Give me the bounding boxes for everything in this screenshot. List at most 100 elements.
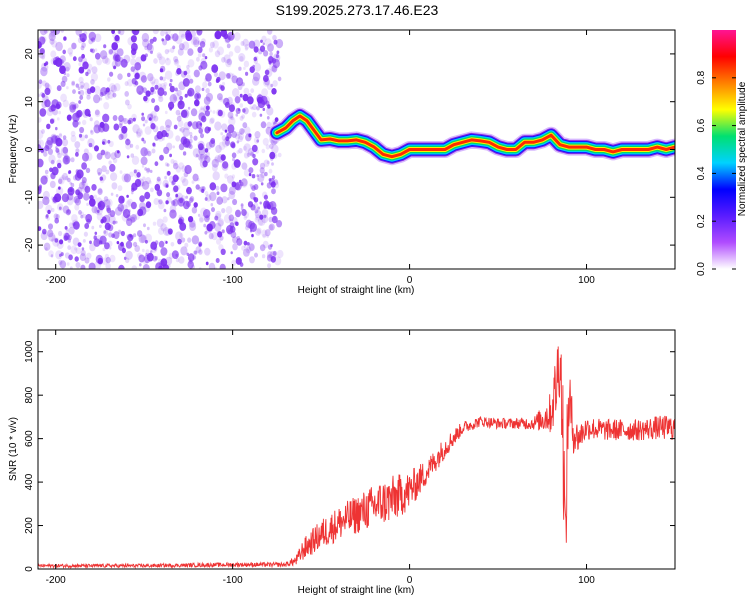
noise-blob [220, 132, 223, 136]
noise-blob [211, 207, 215, 213]
noise-blob [183, 171, 189, 178]
noise-blob [204, 110, 210, 117]
noise-blob [224, 139, 231, 146]
noise-blob [246, 242, 255, 252]
noise-blob [236, 236, 240, 241]
snr-x-ticks: -200 -100 0 100 [46, 330, 595, 586]
noise-blob [220, 85, 225, 92]
noise-blob [171, 181, 175, 186]
noise-blob [164, 119, 172, 128]
noise-blob [179, 233, 184, 238]
colorbar-gradient [712, 30, 736, 269]
noise-blob [261, 229, 268, 238]
x-tick-label: 100 [578, 275, 595, 286]
noise-blob [67, 177, 71, 183]
noise-blob [197, 154, 203, 161]
noise-blob [165, 124, 171, 132]
noise-blob [74, 141, 81, 149]
noise-blob [238, 147, 243, 154]
noise-blob [183, 70, 188, 76]
noise-blob [102, 55, 109, 64]
noise-blob [176, 176, 180, 180]
noise-blob [239, 103, 244, 108]
noise-blob [243, 168, 251, 177]
noise-blob [181, 195, 186, 201]
noise-blob [169, 204, 177, 213]
noise-blob [198, 112, 206, 121]
noise-blob [93, 85, 101, 95]
noise-blob [157, 53, 163, 61]
noise-blob [55, 137, 63, 147]
noise-blob [221, 123, 228, 132]
noise-blob [158, 96, 164, 103]
noise-blob [169, 209, 177, 219]
x-tick-label: -200 [46, 575, 66, 586]
noise-blob [90, 130, 94, 135]
noise-blob [239, 115, 244, 121]
noise-blob [86, 218, 91, 225]
noise-blob [271, 188, 276, 195]
noise-blob [79, 253, 87, 262]
noise-blob [213, 71, 218, 78]
noise-blob [78, 210, 82, 215]
noise-blob [248, 167, 254, 174]
noise-blob [268, 168, 273, 174]
noise-blob [258, 216, 266, 226]
noise-blob [233, 159, 241, 168]
noise-blob [94, 231, 98, 235]
noise-blob [265, 100, 270, 107]
noise-blob [79, 134, 86, 142]
noise-blob [104, 151, 111, 160]
noise-blob [68, 226, 75, 235]
noise-blob [130, 214, 137, 222]
noise-blob [275, 54, 279, 59]
noise-blob [192, 148, 201, 158]
snr-y-axis-label: SNR (10 * v/v) [8, 417, 19, 481]
y-tick-label: 1000 [24, 340, 35, 363]
noise-blob [239, 128, 245, 135]
noise-blob [99, 97, 103, 101]
noise-blob [268, 216, 273, 223]
noise-blob [270, 83, 274, 88]
noise-blob [179, 30, 186, 38]
noise-blob [125, 138, 131, 146]
noise-blob [234, 96, 241, 104]
noise-blob [242, 145, 247, 151]
noise-blob [233, 160, 237, 165]
noise-blob [76, 109, 83, 118]
noise-blob [250, 152, 254, 157]
noise-blob [80, 264, 86, 269]
spectrogram-x-ticks: -200 -100 0 100 [46, 30, 595, 286]
noise-blob [82, 214, 87, 219]
noise-blob [75, 148, 80, 154]
noise-blob [117, 185, 123, 192]
noise-blob [253, 56, 258, 62]
noise-blob [107, 139, 111, 144]
noise-blob [236, 77, 244, 86]
noise-blob [118, 264, 125, 269]
noise-blob [187, 106, 191, 110]
noise-blob [233, 32, 241, 41]
noise-blob [276, 220, 283, 228]
noise-blob [270, 256, 276, 263]
noise-blob [163, 146, 170, 155]
noise-blob [166, 170, 171, 176]
noise-blob [68, 254, 73, 261]
noise-blob [272, 80, 278, 87]
noise-blob [65, 196, 69, 201]
noise-blob [252, 104, 257, 111]
noise-blob [97, 257, 104, 265]
noise-blob [216, 230, 220, 235]
noise-blob [228, 116, 236, 127]
noise-blob [257, 173, 265, 183]
noise-blob [242, 93, 249, 102]
noise-blob [201, 186, 206, 192]
noise-blob [163, 227, 170, 236]
noise-blob [227, 197, 230, 201]
noise-blob [83, 148, 89, 155]
noise-blob [271, 162, 274, 166]
noise-blob [261, 35, 267, 42]
noise-blob [231, 259, 237, 266]
noise-blob [269, 151, 276, 160]
